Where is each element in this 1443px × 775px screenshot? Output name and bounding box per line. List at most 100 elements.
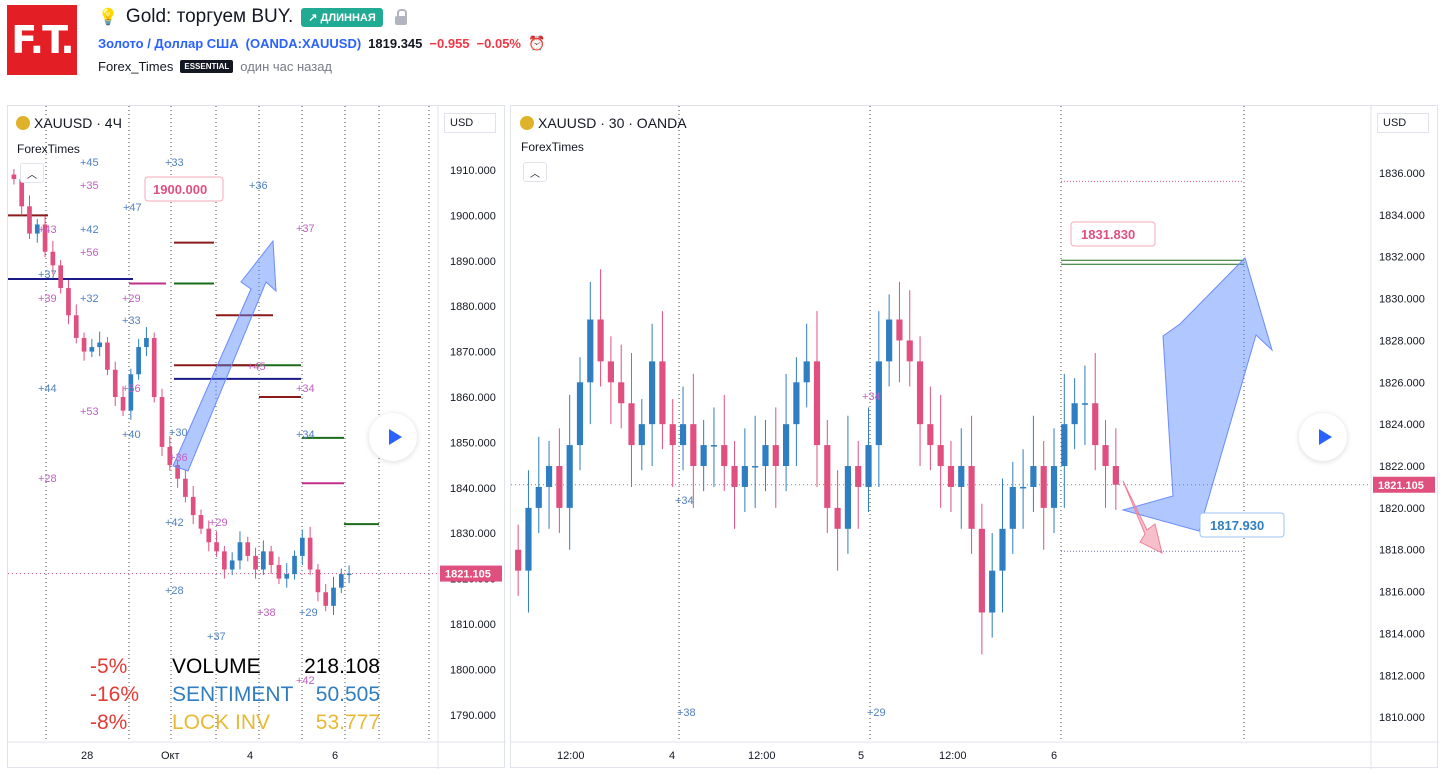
right-candle (545, 466, 553, 487)
right-candle (628, 403, 635, 446)
right-candle (515, 549, 522, 571)
publish-time: один час назад (240, 59, 333, 74)
right-level-label: +34 (862, 391, 881, 403)
right-price-tick-label: 1810.000 (1379, 712, 1425, 724)
left-candle (81, 337, 87, 352)
left-time-tick-label: 4 (247, 750, 253, 762)
left-candle (214, 542, 219, 552)
left-level-label: +33 (165, 157, 184, 169)
left-level-label: +45 (80, 157, 99, 169)
right-candle (772, 445, 779, 467)
left-candle (237, 542, 243, 561)
right-price-tick-label: 1830.000 (1379, 294, 1425, 306)
gold-coin-icon (16, 116, 30, 130)
left-time-tick-label: 6 (332, 750, 338, 762)
right-candle (989, 570, 996, 613)
left-chart-header: XAUUSD · 4Ч (16, 115, 122, 131)
right-play-button[interactable] (1299, 413, 1347, 461)
symbol-ticker-link[interactable]: (OANDA:XAUUSD) (245, 36, 362, 51)
right-candle (947, 466, 955, 487)
author-line: Forex_Times ESSENTIAL один час назад (98, 59, 332, 74)
left-candle (190, 496, 196, 516)
right-candle (1071, 403, 1078, 425)
right-candle (834, 507, 841, 529)
right-chart-svg[interactable]: 1836.000 1834.000 1832.000 1830.000 1828.000… (511, 106, 1439, 769)
right-collapse-button[interactable]: ︿ (523, 162, 547, 182)
left-candle (323, 592, 329, 606)
left-stat-percent: -8% (90, 711, 127, 734)
left-candle (11, 174, 17, 180)
long-badge[interactable]: ↗ ДЛИННАЯ (301, 7, 383, 27)
left-currency-box[interactable]: USD (444, 113, 496, 133)
right-candle (875, 361, 882, 446)
left-chart-svg[interactable]: 1910.000 1900.000 1890.000 1880.000 1870.000… (8, 106, 506, 769)
left-candle (222, 551, 227, 570)
left-target-label: 1900.000 (153, 182, 207, 197)
author-name[interactable]: Forex_Times (98, 59, 174, 74)
left-level-label: +40 (122, 429, 141, 441)
lightbulb-icon: 💡 (98, 9, 118, 26)
left-candle (42, 224, 48, 252)
left-price-tick-label: 1900.000 (450, 210, 496, 222)
symbol-change-pct: −0.05% (476, 36, 521, 51)
right-candle (659, 361, 666, 425)
left-price-tick-label: 1840.000 (450, 483, 496, 495)
left-level-label: +56 (122, 383, 141, 395)
left-last-price-text: 1821.105 (445, 569, 491, 581)
right-indicator-label: ForexTimes (521, 140, 584, 154)
symbol-change: −0.955 (429, 36, 470, 51)
symbol-name-link[interactable]: Золото / Доллар США (98, 36, 239, 51)
right-chart-panel[interactable]: 1836.000 1834.000 1832.000 1830.000 1828.000… (510, 105, 1439, 769)
right-candle (669, 424, 676, 446)
left-candle (346, 573, 352, 576)
left-level-label: +32 (80, 293, 99, 305)
left-chart-panel[interactable]: 1910.000 1900.000 1890.000 1880.000 1870.000… (7, 105, 506, 769)
right-level-label: +29 (867, 707, 886, 719)
right-candle (649, 361, 656, 425)
left-level-label: +28 (38, 473, 57, 485)
right-candle (1112, 466, 1119, 485)
right-price-tick-label: 1832.000 (1379, 252, 1425, 264)
right-currency-box[interactable]: USD (1377, 113, 1429, 133)
right-last-price-text: 1821.105 (1378, 480, 1424, 492)
right-time-tick-label: 12:00 (557, 750, 585, 762)
left-level-label: +37 (296, 223, 315, 235)
left-level-label: +42 (80, 224, 99, 236)
right-candle (927, 424, 934, 446)
right-price-tick-label: 1836.000 (1379, 168, 1425, 180)
left-candle (144, 337, 149, 348)
left-collapse-button[interactable]: ︿ (20, 163, 44, 183)
left-level-label: +42 (296, 675, 315, 687)
left-level-label: +35 (80, 180, 99, 192)
left-play-button[interactable] (369, 413, 417, 461)
left-plot-area (8, 106, 438, 742)
right-candle (1040, 466, 1047, 508)
left-level-label: +44 (38, 383, 57, 395)
right-candle (896, 319, 903, 341)
left-candle (175, 465, 180, 479)
left-level-label: +45 (247, 361, 266, 373)
right-candle (566, 445, 573, 508)
right-candle (1050, 466, 1058, 508)
right-time-tick-label: 4 (669, 750, 675, 762)
left-level-label: +33 (122, 315, 141, 327)
right-price-tick-label: 1828.000 (1379, 335, 1425, 347)
gold-coin-icon (520, 116, 534, 130)
left-price-tick-label: 1810.000 (450, 619, 496, 631)
left-level-label: +37 (38, 269, 57, 281)
left-candle (253, 555, 258, 570)
right-candle (824, 445, 831, 508)
left-candle (151, 337, 157, 397)
alarm-clock-icon[interactable]: ⏰ (527, 35, 546, 51)
right-price-tick-label: 1834.000 (1379, 210, 1425, 222)
symbol-price: 1819.345 (368, 36, 423, 51)
left-candle (276, 564, 282, 579)
left-time-tick-label: 28 (81, 750, 93, 762)
left-price-tick-label: 1870.000 (450, 347, 496, 359)
left-candle (58, 265, 64, 289)
right-candle (752, 466, 759, 468)
left-candle (268, 551, 274, 565)
left-long-arrow (172, 239, 277, 472)
left-price-tick-label: 1800.000 (450, 664, 496, 676)
idea-title-text: Gold: торгуем BUY. (125, 6, 294, 27)
